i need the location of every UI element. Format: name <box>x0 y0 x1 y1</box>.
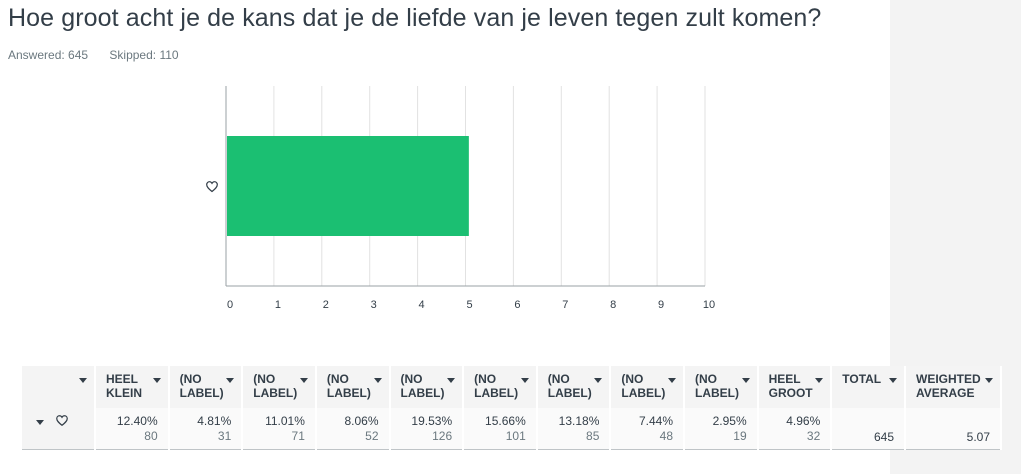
chevron-down-icon[interactable] <box>594 378 603 383</box>
chevron-down-icon[interactable] <box>373 378 382 383</box>
table-cell: 4.81% 31 <box>168 408 244 450</box>
table-cell: 11.01% 71 <box>242 408 317 450</box>
column-header[interactable]: (NO LABEL) <box>610 366 685 408</box>
x-tick-label: 8 <box>610 299 616 311</box>
response-stats: Answered: 645 Skipped: 110 <box>8 48 197 62</box>
skipped-count: Skipped: 110 <box>109 48 179 62</box>
question-title: Hoe groot acht je de kans dat je de lief… <box>8 4 822 32</box>
chevron-down-icon[interactable] <box>79 378 87 383</box>
column-header[interactable]: (NO LABEL) <box>168 366 244 408</box>
heart-icon <box>56 415 68 426</box>
chevron-down-icon[interactable] <box>985 378 993 383</box>
table-cell: 2.95% 19 <box>684 408 759 450</box>
x-tick-label: 0 <box>227 299 233 311</box>
x-tick-label: 7 <box>562 299 568 311</box>
x-tick-label: 9 <box>658 299 664 311</box>
table-cell: 4.96% 32 <box>757 408 833 450</box>
x-tick-label: 4 <box>419 299 425 311</box>
heart-icon <box>206 181 218 193</box>
heart-icon-shape <box>206 181 218 193</box>
chevron-down-icon[interactable] <box>36 420 44 425</box>
row-label-header[interactable] <box>22 366 96 408</box>
table-header-row: HEEL KLEIN (NO LABEL) (NO LABEL) (NO LAB… <box>22 366 1002 408</box>
x-tick-label: 10 <box>703 299 715 311</box>
answered-count: Answered: 645 <box>8 48 89 62</box>
chevron-down-icon[interactable] <box>226 378 235 383</box>
chevron-down-icon[interactable] <box>447 378 456 383</box>
x-tick-label: 5 <box>466 299 472 311</box>
x-tick-label: 3 <box>371 299 377 311</box>
chevron-down-icon[interactable] <box>152 378 161 383</box>
table-cell: 15.66% 101 <box>463 408 538 450</box>
results-table: HEEL KLEIN (NO LABEL) (NO LABEL) (NO LAB… <box>22 366 1002 450</box>
column-header[interactable]: (NO LABEL) <box>389 366 465 408</box>
column-header[interactable]: (NO LABEL) <box>536 366 612 408</box>
chevron-down-icon[interactable] <box>815 378 824 383</box>
x-tick-label: 6 <box>514 299 520 311</box>
table-cell: 8.06% 52 <box>315 408 391 450</box>
column-header[interactable]: (NO LABEL) <box>315 366 391 408</box>
column-header[interactable]: (NO LABEL) <box>242 366 317 408</box>
table-cell: 12.40% 80 <box>95 408 170 450</box>
column-header[interactable]: HEEL GROOT <box>757 366 833 408</box>
row-label <box>22 408 96 450</box>
chevron-down-icon[interactable] <box>741 378 750 383</box>
table-cell: 13.18% 85 <box>536 408 612 450</box>
column-header[interactable]: (NO LABEL) <box>463 366 538 408</box>
chevron-down-icon[interactable] <box>668 378 676 383</box>
bar <box>227 136 469 236</box>
column-header[interactable]: HEEL KLEIN <box>95 366 170 408</box>
chevron-down-icon[interactable] <box>520 378 529 383</box>
x-tick-label: 2 <box>323 299 329 311</box>
weighted-average-header[interactable]: WEIGHTED AVERAGE <box>905 366 1002 408</box>
total-header[interactable]: TOTAL <box>831 366 906 408</box>
chevron-down-icon[interactable] <box>299 378 308 383</box>
table-row: 12.40% 80 4.81% 31 11.01% 71 8.06% 52 19.53%… <box>22 408 1002 450</box>
weighted-average-cell: 5.07 <box>905 408 1002 450</box>
x-tick-label: 1 <box>275 299 281 311</box>
total-cell: 645 <box>831 408 906 450</box>
table-cell: 19.53% 126 <box>389 408 465 450</box>
column-header[interactable]: (NO LABEL) <box>684 366 759 408</box>
table-cell: 7.44% 48 <box>610 408 685 450</box>
bar-chart: 0 1 2 3 4 5 6 7 8 9 10 <box>206 86 715 311</box>
chevron-down-icon[interactable] <box>889 378 897 383</box>
